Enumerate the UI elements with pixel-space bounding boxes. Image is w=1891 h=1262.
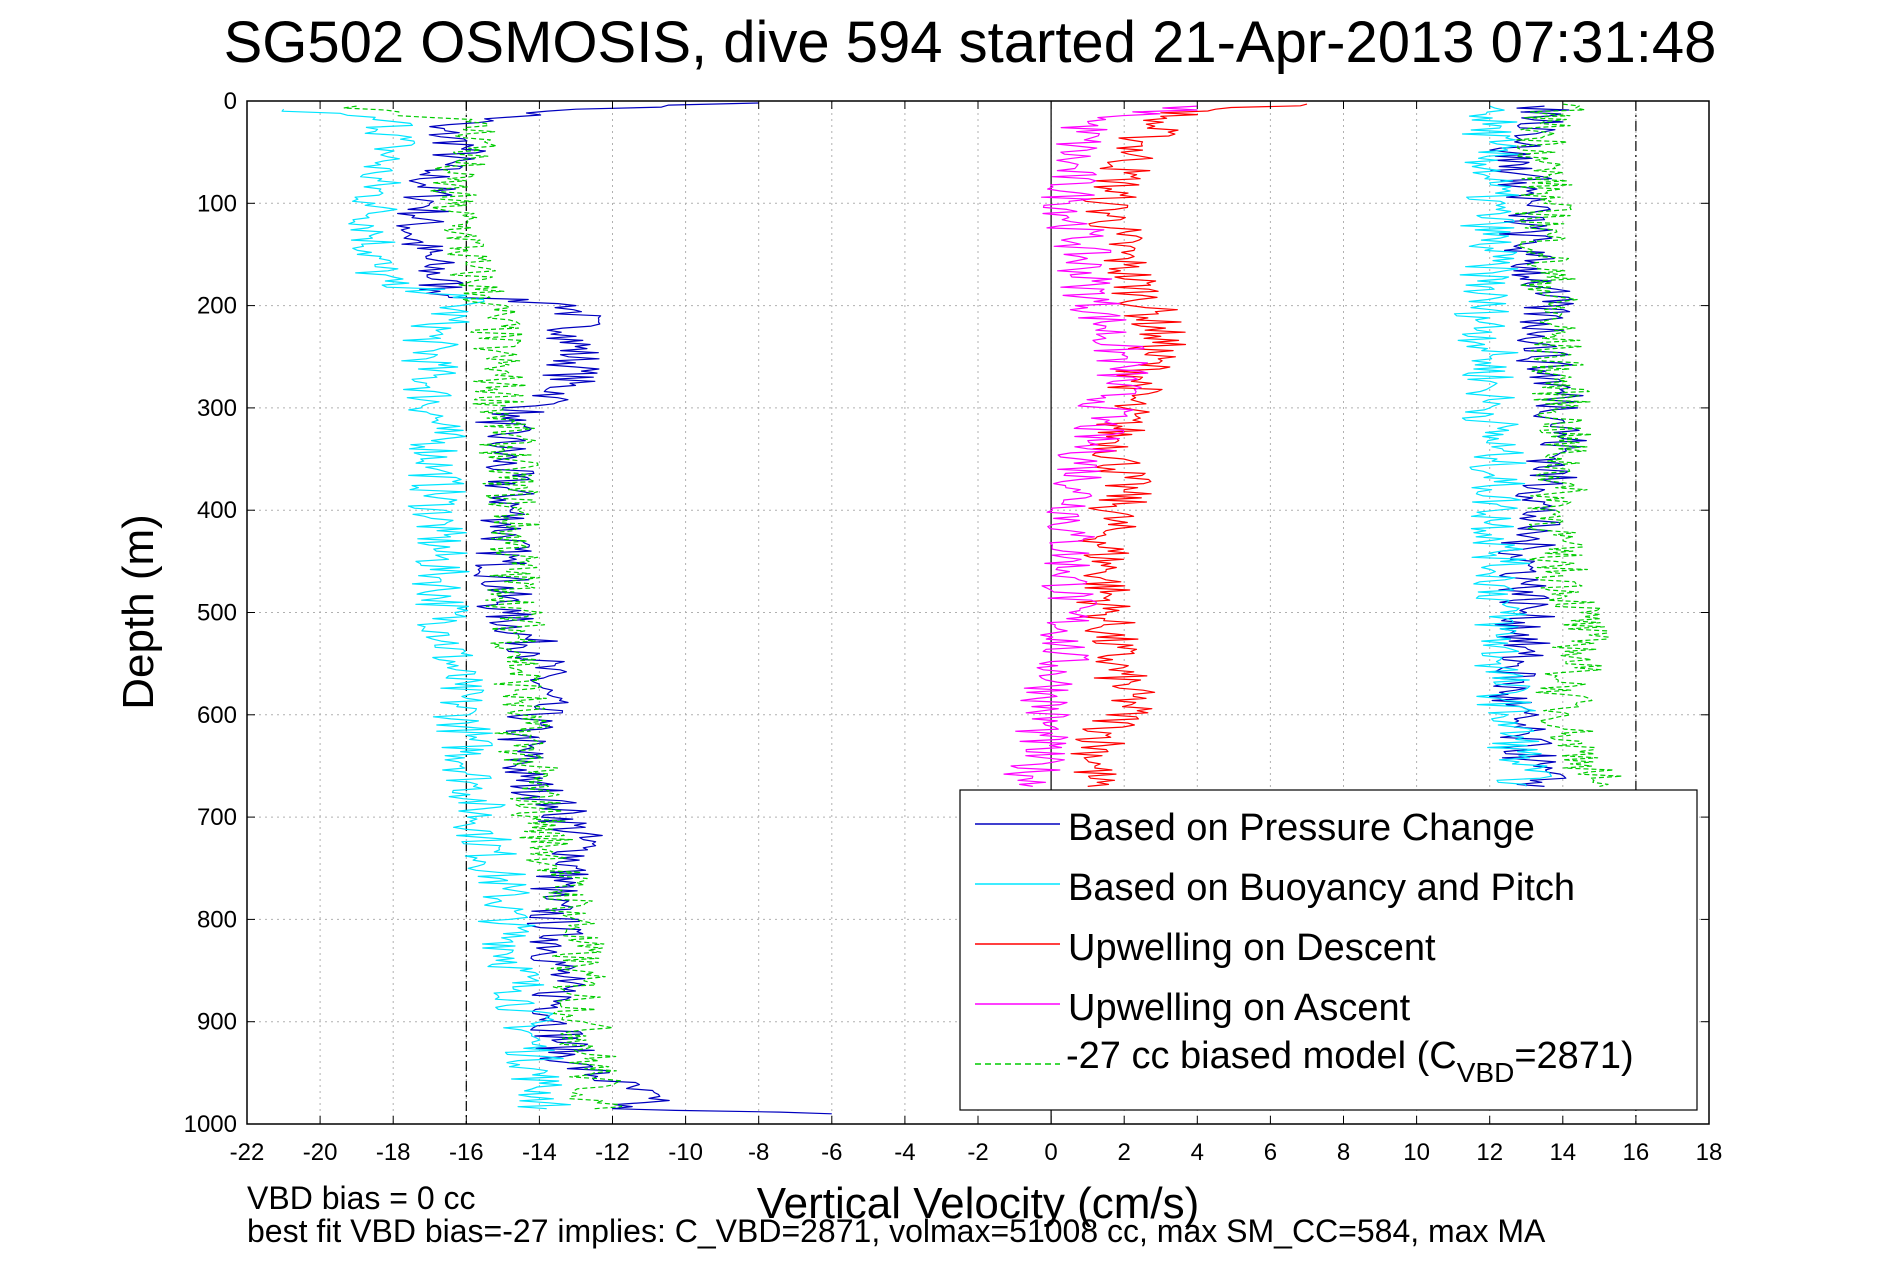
x-axis-label: Vertical Velocity (cm/s) xyxy=(757,1179,1200,1228)
legend-label-main: -27 cc biased model (C xyxy=(1066,1035,1457,1077)
y-tick-label: 500 xyxy=(197,600,237,627)
legend-label: Based on Pressure Change xyxy=(1068,807,1535,849)
x-tick-label: 16 xyxy=(1623,1139,1650,1166)
legend-box xyxy=(959,789,1698,1111)
x-tick-label: 14 xyxy=(1549,1139,1576,1166)
legend-label: -27 cc biased model (CVBD=2871) xyxy=(1066,1035,1634,1088)
legend-label: Upwelling on Ascent xyxy=(1068,987,1411,1029)
legend-label-tail: =2871) xyxy=(1514,1035,1633,1077)
x-tick-label: 10 xyxy=(1403,1139,1430,1166)
series-line xyxy=(1515,103,1623,787)
legend-item-upwelling-ascent: Upwelling on Ascent xyxy=(975,987,1411,1029)
legend-label: Based on Buoyancy and Pitch xyxy=(1068,867,1575,909)
best-fit-note: best fit VBD bias=-27 implies: C_VBD=287… xyxy=(247,1213,1546,1249)
x-tick-label: -10 xyxy=(668,1139,703,1166)
x-tick-label: 18 xyxy=(1696,1139,1723,1166)
y-tick-label: 400 xyxy=(197,497,237,524)
y-tick-label: 100 xyxy=(197,190,237,217)
legend-item-pressure-change: Based on Pressure Change xyxy=(975,807,1535,849)
x-tick-label: -22 xyxy=(230,1139,265,1166)
x-axis-ticks: -22 -20 -18 -16 -14 -12 -10 -8 -6 -4 -2 0 2 4 6 8 10 12 14… xyxy=(230,101,1723,1166)
legend: Based on Pressure Change Based on Buoyan… xyxy=(959,789,1698,1111)
x-tick-label: -8 xyxy=(748,1139,769,1166)
y-tick-label: 700 xyxy=(197,804,237,831)
y-axis-label: Depth (m) xyxy=(114,514,163,710)
y-axis-ticks: 0 100 200 300 400 500 600 700 800 900 1000 xyxy=(184,88,1709,1138)
legend-label: Upwelling on Descent xyxy=(1068,927,1436,969)
chart-title: SG502 OSMOSIS, dive 594 started 21-Apr-2… xyxy=(224,10,1717,75)
x-tick-label: 12 xyxy=(1476,1139,1503,1166)
legend-item-upwelling-descent: Upwelling on Descent xyxy=(975,927,1436,969)
x-tick-label: -2 xyxy=(967,1139,988,1166)
series-line xyxy=(1453,105,1552,787)
x-tick-label: -14 xyxy=(522,1139,557,1166)
plot-series xyxy=(281,102,1623,1115)
x-tick-label: 4 xyxy=(1191,1139,1204,1166)
x-tick-label: 8 xyxy=(1337,1139,1350,1166)
x-tick-label: -12 xyxy=(595,1139,630,1166)
x-tick-label: -4 xyxy=(894,1139,915,1166)
x-tick-label: -16 xyxy=(449,1139,484,1166)
x-tick-label: 6 xyxy=(1264,1139,1277,1166)
y-tick-label: 800 xyxy=(197,906,237,933)
legend-item-buoyancy-pitch: Based on Buoyancy and Pitch xyxy=(975,867,1575,909)
x-tick-label: -20 xyxy=(303,1139,338,1166)
x-tick-label: -18 xyxy=(376,1139,411,1166)
series-line xyxy=(396,102,832,1115)
series-line xyxy=(343,105,623,1110)
x-tick-label: -6 xyxy=(821,1139,842,1166)
y-tick-label: 0 xyxy=(224,88,237,115)
series-line xyxy=(1003,105,1198,787)
y-tick-label: 600 xyxy=(197,702,237,729)
series-line xyxy=(281,108,572,1110)
x-tick-label: 2 xyxy=(1118,1139,1131,1166)
legend-label-subscript: VBD xyxy=(1457,1057,1515,1088)
series-line xyxy=(1070,103,1308,787)
series-line xyxy=(1489,105,1587,787)
y-tick-label: 300 xyxy=(197,395,237,422)
legend-item-biased-model: -27 cc biased model (CVBD=2871) xyxy=(975,1035,1634,1088)
y-tick-label: 1000 xyxy=(184,1111,237,1138)
y-tick-label: 900 xyxy=(197,1009,237,1036)
x-tick-label: 0 xyxy=(1044,1139,1057,1166)
vbd-bias-note: VBD bias = 0 cc xyxy=(247,1180,476,1216)
y-tick-label: 200 xyxy=(197,293,237,320)
